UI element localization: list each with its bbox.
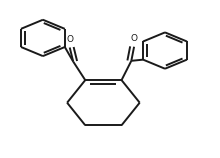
Text: O: O <box>131 34 138 43</box>
Text: O: O <box>66 35 73 44</box>
